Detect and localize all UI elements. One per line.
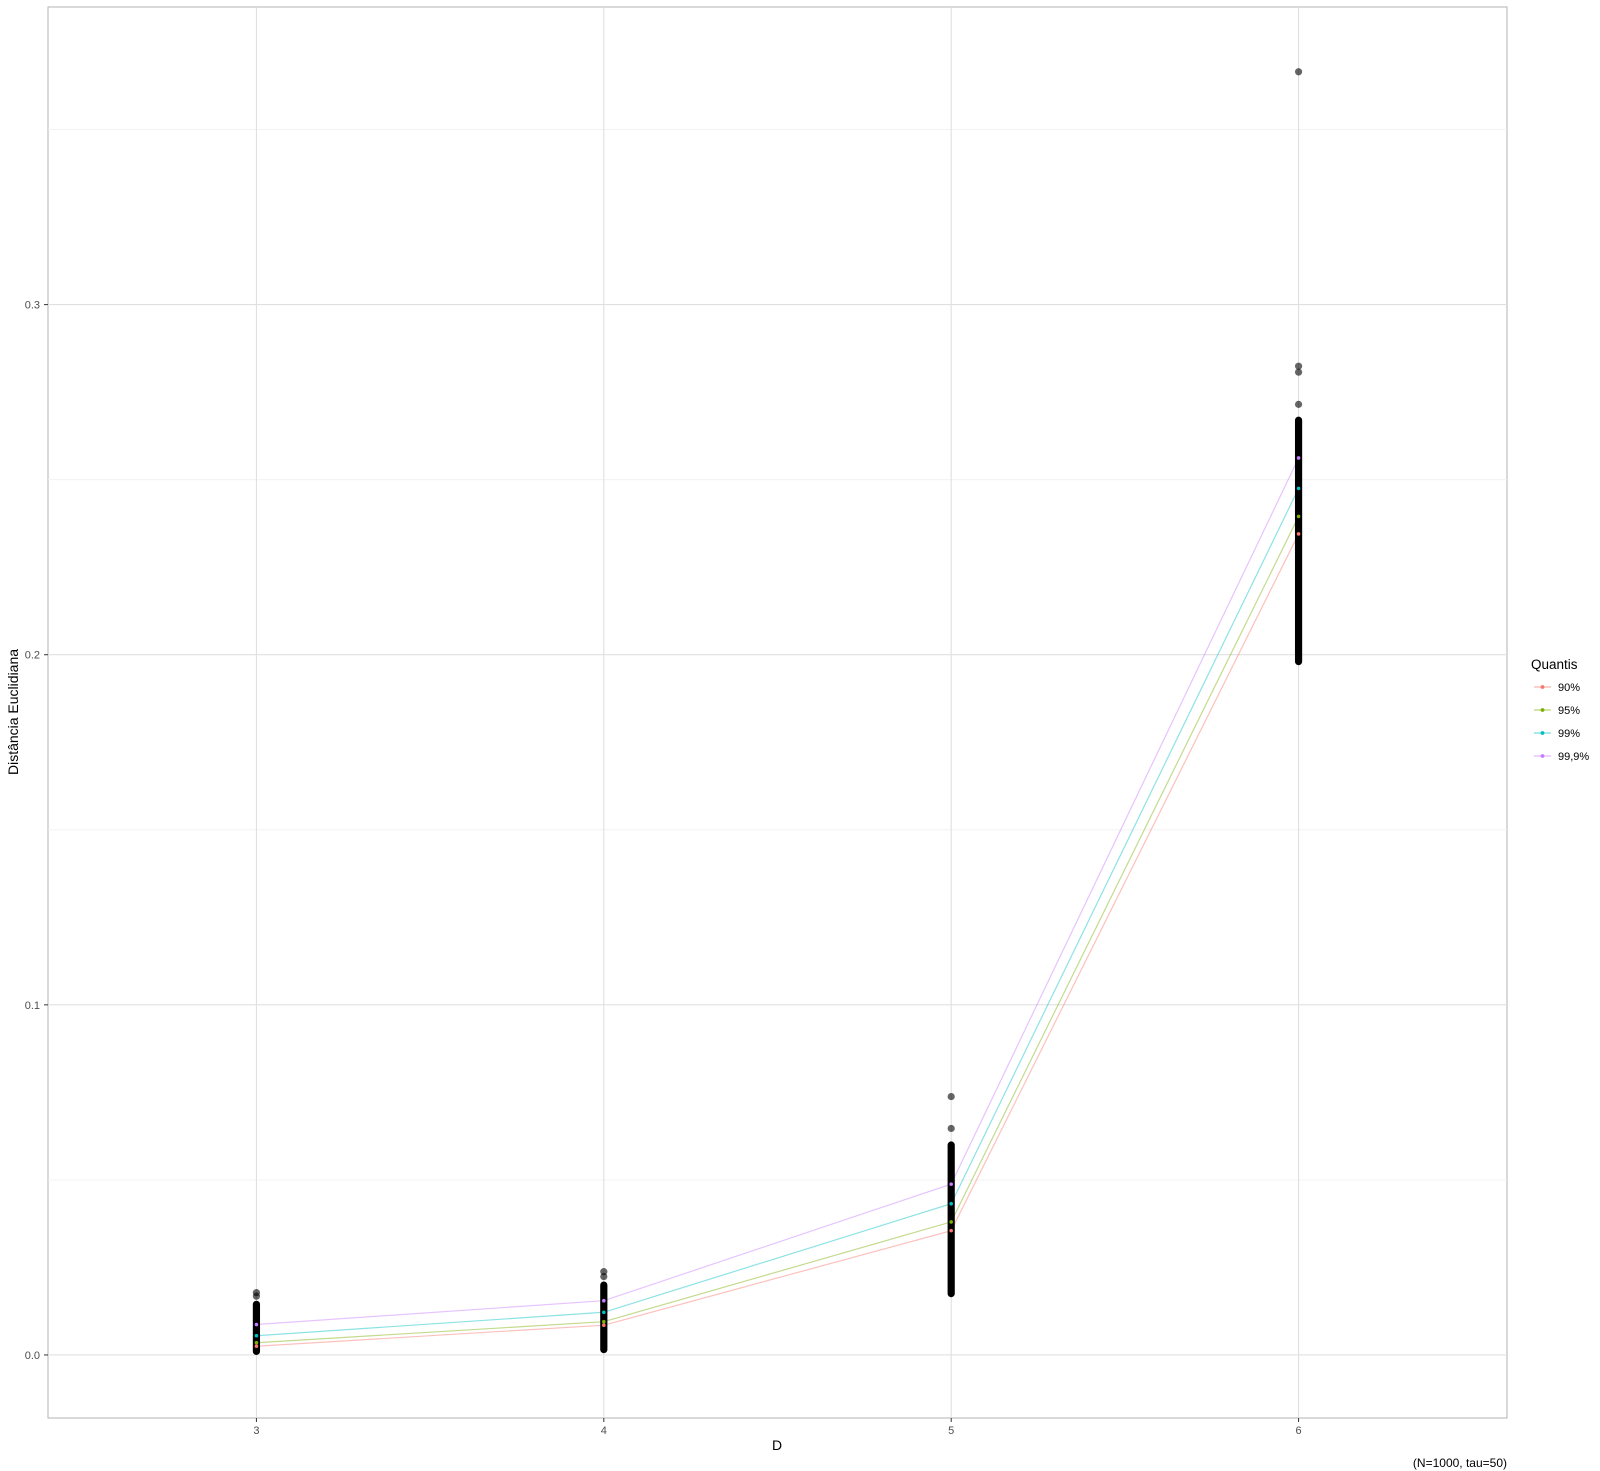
quantile-marker (949, 1182, 953, 1186)
quantile-marker (254, 1333, 259, 1338)
legend-label: 95% (1558, 705, 1580, 717)
legend-key-marker (1540, 731, 1545, 735)
plot-panel (47, 6, 1508, 1419)
quantile-marker (602, 1310, 606, 1315)
point-column (947, 1141, 955, 1298)
point-column (600, 1281, 608, 1354)
legend-key-marker (1540, 708, 1545, 712)
quantile-marker (602, 1323, 606, 1328)
quantile-markers (254, 456, 1301, 1349)
y-axis-title: Distância Euclidiana (5, 649, 21, 775)
outlier-point (252, 1289, 261, 1297)
quantile-marker (254, 1344, 259, 1349)
quantile-line (256, 516, 1300, 1344)
y-tick-label: 0.1 (25, 1000, 40, 1012)
legend-label: 90% (1558, 682, 1580, 694)
quantile-marker (1296, 486, 1301, 491)
y-tick-label: 0.0 (25, 1350, 40, 1362)
legend-key-marker (1540, 685, 1545, 689)
quantile-marker (254, 1322, 259, 1327)
distance-points (252, 68, 1303, 1355)
x-tick-label: 6 (1296, 1425, 1302, 1437)
x-axis-ticks: 3 4 5 6 (253, 1418, 1302, 1437)
outlier-point (1294, 362, 1303, 370)
legend-title: Quantis (1531, 657, 1578, 672)
y-tick-label: 0.3 (25, 300, 40, 312)
x-tick-label: 5 (948, 1425, 954, 1437)
x-axis-title: D (772, 1437, 782, 1453)
quantile-marker (1296, 514, 1301, 519)
legend-label: 99,9% (1558, 751, 1589, 763)
quantile-marker (949, 1220, 953, 1224)
outlier-point (1294, 68, 1303, 76)
quantile-marker (602, 1319, 606, 1324)
grid-lines (48, 7, 1507, 1418)
y-axis-ticks: 0.0 0.1 0.2 0.3 (25, 300, 48, 1362)
quantile-marker (949, 1201, 953, 1206)
point-column (252, 1300, 261, 1355)
quantile-marker (1296, 456, 1301, 460)
legend: Quantis 90% 95% 99% 99,9% (1531, 657, 1589, 763)
quantile-marker (949, 1228, 953, 1233)
outlier-point (1294, 400, 1303, 408)
quantile-marker (254, 1340, 259, 1345)
point-column (1294, 416, 1303, 666)
quantile-marker (602, 1298, 606, 1303)
caption: (N=1000, tau=50) (1413, 1456, 1507, 1470)
legend-label: 99% (1558, 728, 1580, 740)
quantile-line (256, 533, 1300, 1347)
legend-key-marker (1540, 754, 1545, 758)
x-tick-label: 3 (253, 1425, 259, 1437)
x-tick-label: 4 (601, 1425, 607, 1437)
y-tick-label: 0.2 (25, 650, 40, 662)
quantile-line (256, 488, 1300, 1337)
legend-items: 90% 95% 99% 99,9% (1534, 682, 1589, 763)
quantile-marker (1296, 532, 1301, 536)
outlier-point (947, 1124, 955, 1133)
outlier-point (947, 1092, 955, 1101)
quantile-lines (256, 457, 1300, 1347)
quantile-line (256, 457, 1300, 1326)
outlier-point (600, 1268, 608, 1276)
outlier-point (1294, 368, 1303, 376)
